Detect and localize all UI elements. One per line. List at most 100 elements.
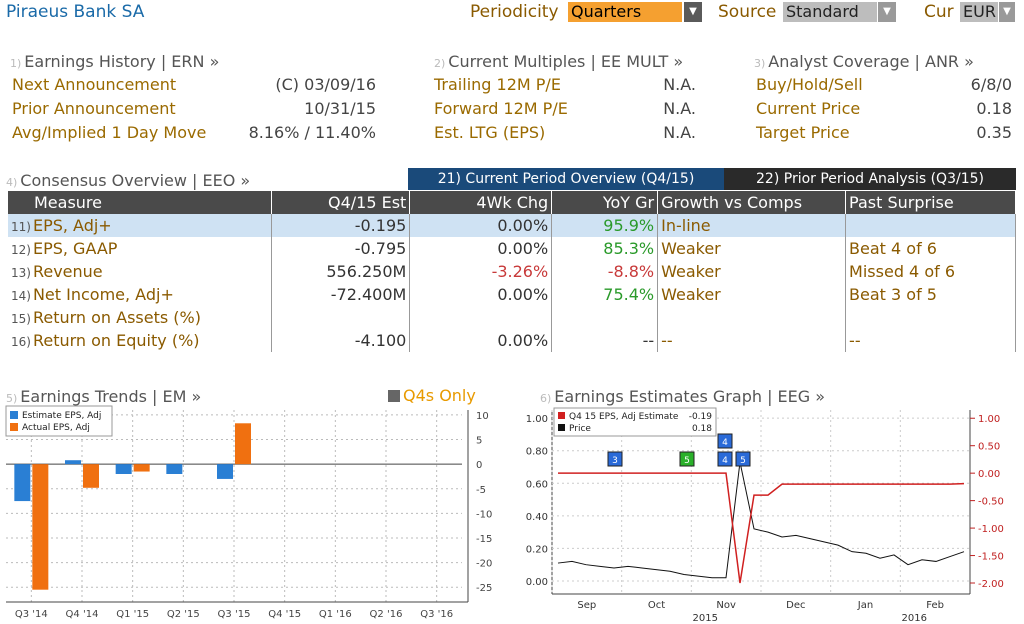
col-yoy-header[interactable]: YoY Gr (551, 191, 659, 214)
yoy-cell: 75.4% (551, 283, 659, 306)
analyst-coverage-title[interactable]: 3) Analyst Coverage | ANR » (754, 52, 974, 71)
periodicity-chevron-down-icon[interactable]: ▼ (684, 2, 702, 22)
month-label: Nov (716, 600, 736, 611)
table-row[interactable]: 16) Return on Equity (%) -4.100 0.00% -- … (8, 329, 1016, 352)
chg-cell: 0.00% (409, 329, 553, 352)
legend-swatch (10, 411, 18, 419)
earnings-history-title[interactable]: 1) Earnings History | ERN » (10, 52, 220, 71)
legend-value: 0.18 (692, 424, 712, 434)
bar (115, 464, 132, 474)
measure-cell: Revenue (32, 262, 103, 281)
chg-cell: 0.00% (409, 283, 553, 306)
estimate-line (558, 472, 965, 584)
bar (83, 464, 99, 488)
price-line (557, 462, 965, 579)
month-label: Sep (577, 600, 596, 611)
legend-label: Q4 15 EPS, Adj Estimate (569, 412, 679, 422)
x-tick-label: Q3 '15 (218, 609, 251, 620)
periodicity-dropdown[interactable]: Quarters (568, 2, 682, 22)
month-label: Dec (786, 600, 805, 611)
target-price-label: Target Price (756, 123, 850, 142)
y-tick-label: -20 (476, 559, 492, 570)
tab-current-period[interactable]: 21) Current Period Overview (Q4/15) (408, 168, 724, 190)
source-chevron-down-icon[interactable]: ▼ (878, 2, 896, 22)
x-tick-label: Q2 '16 (370, 609, 403, 620)
currency-chevron-down-icon[interactable]: ▼ (999, 2, 1015, 22)
earnings-trends-title[interactable]: 5) Earnings Trends | EM » (6, 387, 202, 406)
year-label: 2016 (902, 613, 927, 622)
table-row[interactable]: 12) EPS, GAAP -0.795 0.00% 85.3% Weaker B… (8, 237, 1016, 260)
est-ltg-label: Est. LTG (EPS) (434, 123, 546, 142)
q4-only-toggle[interactable]: Q4s Only (388, 386, 476, 405)
col-growth-header[interactable]: Growth vs Comps (657, 191, 847, 214)
left-tick-label: 0.80 (526, 447, 548, 458)
chg-cell: -3.26% (409, 260, 553, 283)
buy-hold-sell-value: 6/8/0 (970, 75, 1012, 94)
earnings-estimates-title[interactable]: 6) Earnings Estimates Graph | EEG » (540, 387, 826, 406)
tab-prior-period[interactable]: 22) Prior Period Analysis (Q3/15) (724, 168, 1016, 190)
col-chg-header[interactable]: 4Wk Chg (409, 191, 553, 214)
next-announcement-label: Next Announcement (12, 75, 177, 94)
company-name: Piraeus Bank SA (6, 2, 145, 22)
x-tick-label: Q1 '15 (116, 609, 149, 620)
legend-label: Actual EPS, Adj (22, 423, 90, 433)
legend-label: Price (569, 424, 591, 434)
currency-dropdown[interactable]: EUR (960, 2, 998, 22)
earnings-trends-chart: 10 5 0 -5 -10 -15 -20 -25 Q3 '14 Q4 '14 Q1 '15 Q2 '… (5, 405, 492, 620)
measure-cell: Return on Assets (%) (32, 308, 201, 327)
right-tick-label: -1.50 (978, 552, 1004, 563)
event-marker-label: 5 (740, 456, 746, 466)
surprise-cell (845, 306, 1016, 329)
bar (14, 464, 31, 502)
bar (65, 460, 81, 465)
forward-pe-label: Forward 12M P/E (434, 99, 568, 118)
right-tick-label: -2.00 (978, 579, 1004, 590)
est-cell (271, 306, 411, 329)
table-row[interactable]: 15) Return on Assets (%) (8, 306, 1016, 329)
right-tick-label: -1.00 (978, 524, 1004, 535)
yoy-cell: -8.8% (551, 260, 659, 283)
table-row[interactable]: 13) Revenue 556.250M -3.26% -8.8% Weaker … (8, 260, 1016, 283)
left-tick-label: 1.00 (526, 414, 548, 425)
measure-cell: EPS, Adj+ (32, 216, 112, 235)
legend-label: Estimate EPS, Adj (22, 411, 101, 421)
est-cell: -0.795 (271, 237, 411, 260)
yoy-cell: 95.9% (551, 214, 659, 237)
prior-announcement-value: 10/31/15 (304, 99, 376, 118)
avg-move-label: Avg/Implied 1 Day Move (12, 123, 207, 142)
trailing-pe-value: N.A. (663, 75, 696, 94)
year-label: 2015 (693, 613, 718, 622)
left-tick-label: 0.40 (526, 512, 548, 523)
est-cell: -72.400M (271, 283, 411, 306)
trailing-pe-label: Trailing 12M P/E (434, 75, 561, 94)
month-label: Oct (648, 600, 665, 611)
table-row[interactable]: 11) EPS, Adj+ -0.195 0.00% 95.9% In-line (8, 214, 1016, 237)
earnings-estimates-chart: 1.00 0.80 0.60 0.40 0.20 0.00 1.00 0.50 0.00 -0.5… (526, 407, 1004, 622)
chg-cell (409, 306, 553, 329)
event-marker (735, 451, 751, 467)
source-dropdown[interactable]: Standard (783, 2, 877, 22)
current-multiples-title[interactable]: 2) Current Multiples | EE MULT » (434, 52, 684, 71)
right-tick-label: 0.00 (978, 469, 1000, 480)
col-est-header[interactable]: Q4/15 Est (271, 191, 411, 214)
measure-cell: Net Income, Adj+ (32, 285, 174, 304)
y-tick-label: -10 (476, 509, 492, 520)
checkbox-icon[interactable] (388, 390, 400, 402)
table-row[interactable]: 14) Net Income, Adj+ -72.400M 0.00% 75.4%… (8, 283, 1016, 306)
event-marker (717, 433, 733, 449)
col-measure-header[interactable]: Measure (8, 191, 273, 214)
consensus-overview-title[interactable]: 4) Consensus Overview | EEO » (6, 171, 251, 190)
surprise-cell (845, 214, 1016, 237)
target-price-value: 0.35 (976, 123, 1012, 142)
growth-cell: Weaker (657, 260, 847, 283)
y-tick-label: 0 (476, 460, 482, 471)
chg-cell: 0.00% (409, 237, 553, 260)
growth-cell: Weaker (657, 283, 847, 306)
yoy-cell (551, 306, 659, 329)
x-tick-label: Q3 '16 (420, 609, 453, 620)
right-tick-label: -0.50 (978, 497, 1004, 508)
forward-pe-value: N.A. (663, 99, 696, 118)
periodicity-label: Periodicity (470, 2, 559, 22)
est-ltg-value: N.A. (663, 123, 696, 142)
col-surprise-header[interactable]: Past Surprise (845, 191, 1016, 214)
